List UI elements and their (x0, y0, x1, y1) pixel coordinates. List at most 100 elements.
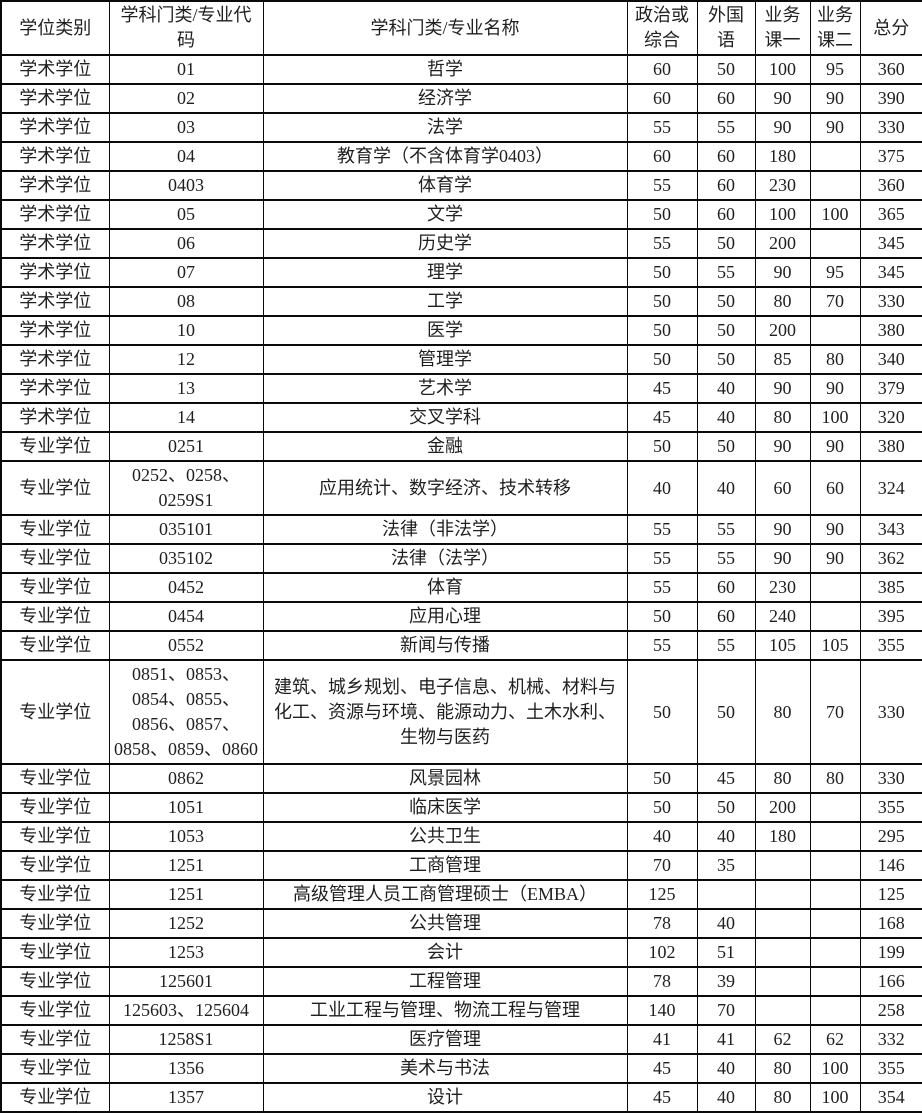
cell-foreign: 50 (696, 659, 756, 765)
cell-total: 332 (859, 1024, 922, 1055)
cell-foreign: 50 (696, 431, 756, 462)
cell-code: 0552 (108, 630, 264, 661)
cell-foreign: 40 (696, 373, 756, 404)
cell-category: 专业学位 (0, 966, 110, 997)
cell-total: 379 (859, 373, 922, 404)
cell-course1: 90 (754, 373, 811, 404)
cell-course1: 90 (754, 431, 811, 462)
cell-category: 专业学位 (0, 659, 110, 765)
cell-total: 345 (859, 257, 922, 288)
cell-code: 0403 (108, 170, 264, 201)
cell-foreign: 50 (696, 286, 756, 317)
table-row: 学术学位 0403 体育学 55 60 230 360 (0, 170, 922, 201)
cell-politics: 55 (626, 543, 698, 574)
cell-foreign: 40 (696, 1053, 756, 1084)
cell-name: 体育 (262, 572, 628, 603)
cell-name: 工学 (262, 286, 628, 317)
score-table-body: 学术学位 01 哲学 60 50 100 95 360 学术学位 02 经济学 60 60 90 90 390… (0, 54, 922, 1113)
cell-course2 (809, 572, 861, 603)
table-row: 专业学位 1356 美术与书法 45 40 80 100 355 (0, 1053, 922, 1084)
cell-category: 专业学位 (0, 821, 110, 852)
cell-total: 320 (859, 402, 922, 433)
cell-foreign: 60 (696, 572, 756, 603)
cell-name: 高级管理人员工商管理硕士（EMBA） (262, 879, 628, 910)
cell-name: 经济学 (262, 83, 628, 114)
table-row: 学术学位 07 理学 50 55 90 95 345 (0, 257, 922, 288)
cell-course2: 100 (809, 199, 861, 230)
cell-name: 公共管理 (262, 908, 628, 939)
table-row: 专业学位 1252 公共管理 78 40 168 (0, 908, 922, 939)
cell-name: 理学 (262, 257, 628, 288)
cell-name: 法律（非法学） (262, 514, 628, 545)
cell-course2: 90 (809, 373, 861, 404)
cell-politics: 45 (626, 1082, 698, 1113)
cell-total: 295 (859, 821, 922, 852)
cell-code: 0251 (108, 431, 264, 462)
cell-name: 临床医学 (262, 792, 628, 823)
cell-politics: 70 (626, 850, 698, 881)
table-row: 学术学位 02 经济学 60 60 90 90 390 (0, 83, 922, 114)
table-row: 专业学位 1357 设计 45 40 80 100 354 (0, 1082, 922, 1113)
table-row: 专业学位 0454 应用心理 50 60 240 395 (0, 601, 922, 632)
cell-name: 建筑、城乡规划、电子信息、机械、材料与化工、资源与环境、能源动力、土木水利、生物… (262, 659, 628, 765)
cell-course1 (754, 937, 811, 968)
cell-category: 专业学位 (0, 572, 110, 603)
cell-total: 343 (859, 514, 922, 545)
cell-code: 08 (108, 286, 264, 317)
cell-code: 125601 (108, 966, 264, 997)
cell-code: 125603、125604 (108, 995, 264, 1026)
cell-course2: 90 (809, 514, 861, 545)
cell-total: 375 (859, 141, 922, 172)
cell-name: 历史学 (262, 228, 628, 259)
cell-course1: 90 (754, 83, 811, 114)
cell-foreign: 55 (696, 514, 756, 545)
cell-foreign: 45 (696, 763, 756, 794)
cell-code: 03 (108, 112, 264, 143)
cell-category: 专业学位 (0, 879, 110, 910)
col-header-course-two: 业务课二 (809, 0, 861, 56)
cell-total: 125 (859, 879, 922, 910)
cell-course2: 80 (809, 763, 861, 794)
cell-politics: 55 (626, 572, 698, 603)
cell-politics: 60 (626, 54, 698, 85)
cell-politics: 78 (626, 966, 698, 997)
table-row: 专业学位 0552 新闻与传播 55 55 105 105 355 (0, 630, 922, 661)
cell-name: 应用心理 (262, 601, 628, 632)
cell-name: 新闻与传播 (262, 630, 628, 661)
cell-politics: 78 (626, 908, 698, 939)
cell-course2: 70 (809, 286, 861, 317)
cell-total: 345 (859, 228, 922, 259)
cell-course2: 100 (809, 1082, 861, 1113)
cell-foreign: 50 (696, 344, 756, 375)
cell-course1 (754, 966, 811, 997)
cell-course1 (754, 879, 811, 910)
cell-foreign: 40 (696, 1082, 756, 1113)
cell-course2: 60 (809, 460, 861, 516)
cell-course1: 90 (754, 543, 811, 574)
cell-politics: 50 (626, 344, 698, 375)
cell-foreign: 60 (696, 141, 756, 172)
cell-code: 0452 (108, 572, 264, 603)
cell-category: 专业学位 (0, 995, 110, 1026)
cell-category: 专业学位 (0, 543, 110, 574)
cell-course1: 90 (754, 514, 811, 545)
cell-course1: 62 (754, 1024, 811, 1055)
cell-code: 0862 (108, 763, 264, 794)
cell-total: 199 (859, 937, 922, 968)
cell-category: 专业学位 (0, 460, 110, 516)
cell-total: 365 (859, 199, 922, 230)
cell-name: 法律（法学） (262, 543, 628, 574)
cell-name: 工业工程与管理、物流工程与管理 (262, 995, 628, 1026)
cell-politics: 45 (626, 373, 698, 404)
cell-course1 (754, 850, 811, 881)
cell-category: 学术学位 (0, 344, 110, 375)
table-row: 学术学位 14 交叉学科 45 40 80 100 320 (0, 402, 922, 433)
col-header-degree-category: 学位类别 (0, 0, 110, 56)
cell-code: 1053 (108, 821, 264, 852)
cell-category: 学术学位 (0, 141, 110, 172)
cell-code: 14 (108, 402, 264, 433)
cell-code: 04 (108, 141, 264, 172)
cell-foreign: 50 (696, 315, 756, 346)
table-row: 专业学位 1051 临床医学 50 50 200 355 (0, 792, 922, 823)
cell-name: 法学 (262, 112, 628, 143)
